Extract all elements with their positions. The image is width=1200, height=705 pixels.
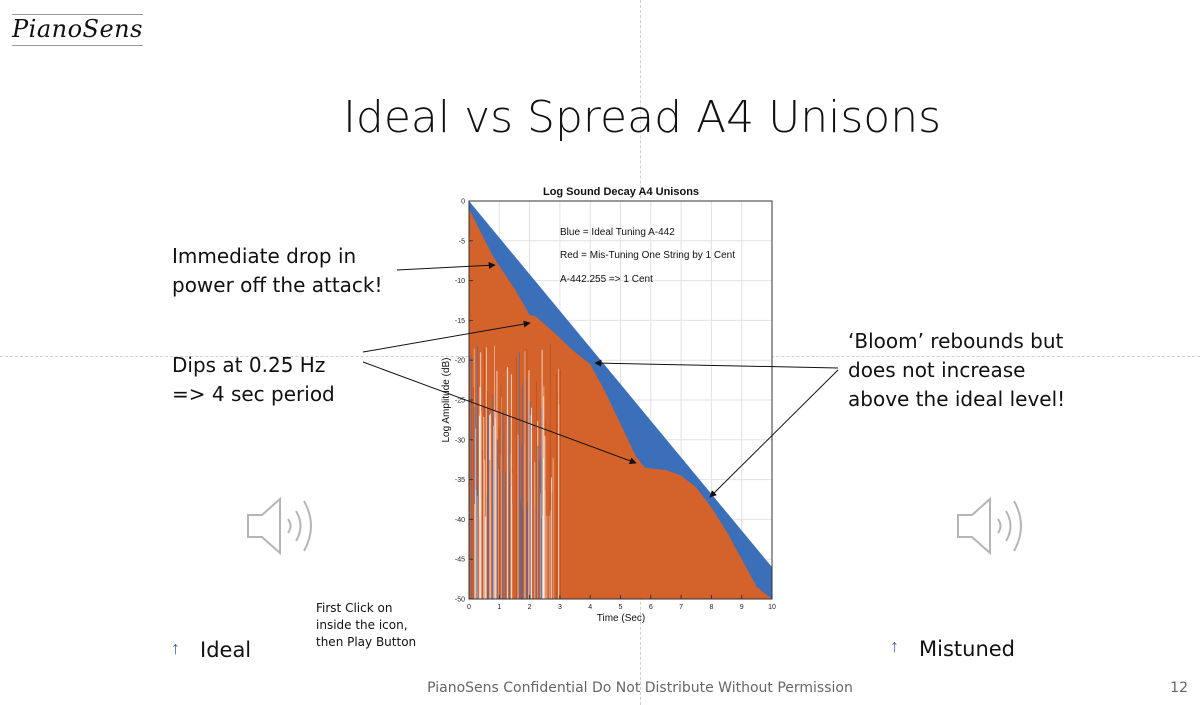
slide-title: Ideal vs Spread A4 Unisons bbox=[342, 92, 942, 143]
y-tick-label: -25 bbox=[455, 398, 465, 405]
arrow-up-icon: ↑ bbox=[171, 638, 180, 658]
x-tick-label: 7 bbox=[679, 604, 683, 611]
callout-immediate-drop: Immediate drop in power off the attack! bbox=[172, 244, 383, 297]
y-tick-label: -35 bbox=[455, 477, 465, 484]
speaker-icon[interactable] bbox=[954, 495, 1034, 557]
x-tick-label: 0 bbox=[467, 604, 471, 611]
ideal-audio-label: Ideal bbox=[200, 638, 252, 662]
x-tick-label: 8 bbox=[709, 604, 713, 611]
x-axis-label: Time (Sec) bbox=[597, 613, 646, 624]
x-tick-label: 4 bbox=[588, 604, 592, 611]
x-tick-label: 2 bbox=[528, 604, 532, 611]
y-tick-label: -30 bbox=[455, 437, 465, 444]
arrow-up-icon: ↑ bbox=[890, 636, 899, 656]
callout-arrow-bloom-1 bbox=[594, 359, 839, 369]
x-tick-label: 6 bbox=[649, 604, 653, 611]
callout-arrow-dip-2 bbox=[362, 361, 637, 465]
y-tick-label: 0 bbox=[461, 199, 465, 206]
speaker-icon[interactable] bbox=[244, 495, 324, 557]
footer-confidential: PianoSens Confidential Do Not Distribute… bbox=[427, 680, 853, 696]
callout-bloom: ‘Bloom’ rebounds but does not increase a… bbox=[848, 329, 1066, 411]
callout-arrow-drop bbox=[396, 261, 496, 271]
mistuned-audio-label: Mistuned bbox=[919, 637, 1015, 661]
x-tick-label: 10 bbox=[768, 604, 776, 611]
x-tick-label: 9 bbox=[740, 604, 744, 611]
x-tick-label: 1 bbox=[497, 604, 501, 611]
y-tick-label: -45 bbox=[455, 557, 465, 564]
callout-arrow-bloom-2 bbox=[709, 369, 839, 498]
page-number: 12 bbox=[1170, 680, 1188, 696]
y-tick-label: -10 bbox=[455, 278, 465, 285]
play-instructions-note: First Click on inside the icon, then Pla… bbox=[316, 601, 417, 649]
x-tick-label: 3 bbox=[558, 604, 562, 611]
callout-dips: Dips at 0.25 Hz => 4 sec period bbox=[172, 353, 335, 406]
y-tick-label: -15 bbox=[455, 318, 465, 325]
x-tick-label: 5 bbox=[619, 604, 623, 611]
y-tick-label: -20 bbox=[455, 358, 465, 365]
chart-title: Log Sound Decay A4 Unisons bbox=[543, 186, 699, 198]
y-tick-label: -5 bbox=[459, 238, 465, 245]
chart-annotation: Red = Mis-Tuning One String by 1 Cent bbox=[560, 250, 735, 261]
pianosens-logo: PianoSens bbox=[12, 14, 143, 46]
callout-arrow-dip-1 bbox=[362, 320, 531, 353]
chart-annotation: A-442.255 => 1 Cent bbox=[560, 274, 653, 285]
y-axis-label: Log Amplitude (dB) bbox=[441, 357, 452, 442]
chart-annotation: Blue = Ideal Tuning A-442 bbox=[560, 227, 675, 238]
y-tick-label: -50 bbox=[455, 597, 465, 604]
y-tick-label: -40 bbox=[455, 517, 465, 524]
